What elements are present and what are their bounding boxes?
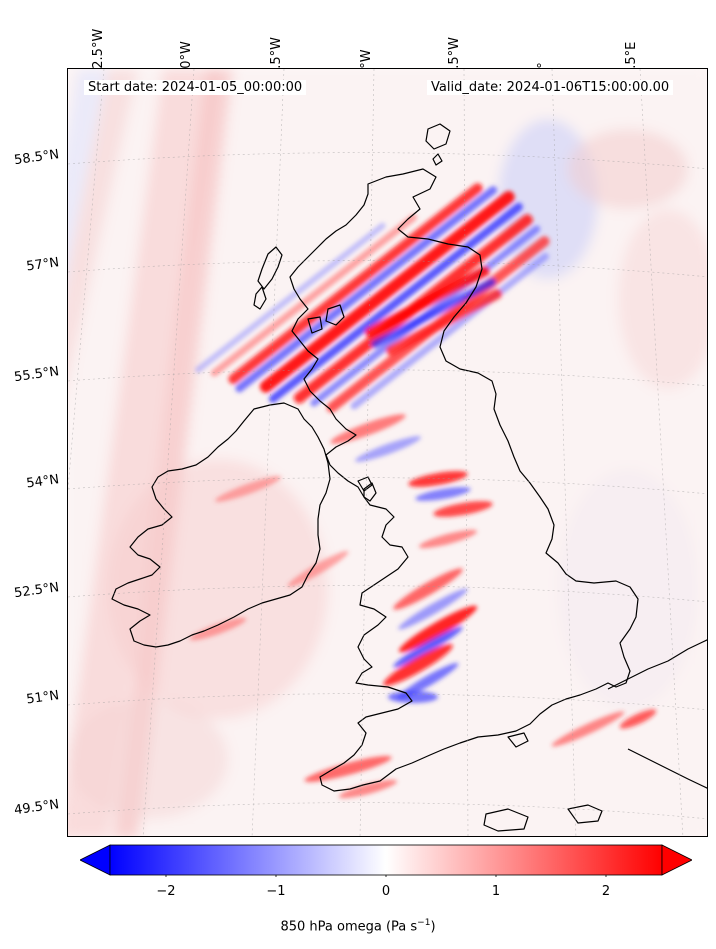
isle-of-man-coast bbox=[363, 482, 377, 502]
start-date-label: Start date: 2024-01-05_00:00:00 bbox=[84, 80, 307, 95]
colorbar-tick: 1 bbox=[491, 884, 501, 899]
isle-of-wight-coast bbox=[507, 732, 529, 748]
lat-label: 57°N bbox=[25, 255, 61, 275]
colorbar-label-end: ) bbox=[430, 919, 436, 935]
map-panel bbox=[67, 68, 708, 837]
graticule bbox=[68, 69, 707, 836]
colorbar-label-exponent: −1 bbox=[417, 918, 431, 928]
colorbar-tick: 0 bbox=[381, 884, 391, 899]
colorbar-tick: −2 bbox=[156, 884, 176, 899]
colorbar-gradient bbox=[109, 844, 663, 876]
colorbar-label-text: 850 hPa omega (Pa s bbox=[280, 919, 418, 935]
colorbar-label: 850 hPa omega (Pa s−1) bbox=[0, 918, 716, 934]
lat-label: 54°N bbox=[25, 472, 61, 492]
lat-label: 51°N bbox=[25, 688, 61, 708]
omega-wave-streaks-scotland bbox=[195, 183, 550, 413]
colorbar-tick: 2 bbox=[601, 884, 611, 899]
lat-label: 52.5°N bbox=[13, 580, 61, 602]
great-britain-coast bbox=[289, 168, 639, 792]
valid-date-label: Valid_date: 2024-01-06T15:00:00.00 bbox=[427, 80, 674, 95]
colorbar-extend-max bbox=[661, 844, 692, 876]
omega-wave-patches-england-wales bbox=[189, 414, 657, 799]
hebrides-coast bbox=[257, 246, 283, 290]
lat-label: 49.5°N bbox=[13, 797, 61, 819]
colorbar-tick: −1 bbox=[266, 884, 286, 899]
ireland-coast bbox=[111, 402, 331, 648]
colorbar bbox=[80, 844, 692, 877]
coastlines bbox=[111, 123, 707, 832]
colorbar-extend-min bbox=[80, 844, 111, 876]
lat-label: 55.5°N bbox=[13, 364, 61, 386]
france-coast bbox=[607, 639, 707, 690]
omega-field-map bbox=[68, 69, 707, 836]
lat-label: 58.5°N bbox=[13, 147, 61, 169]
